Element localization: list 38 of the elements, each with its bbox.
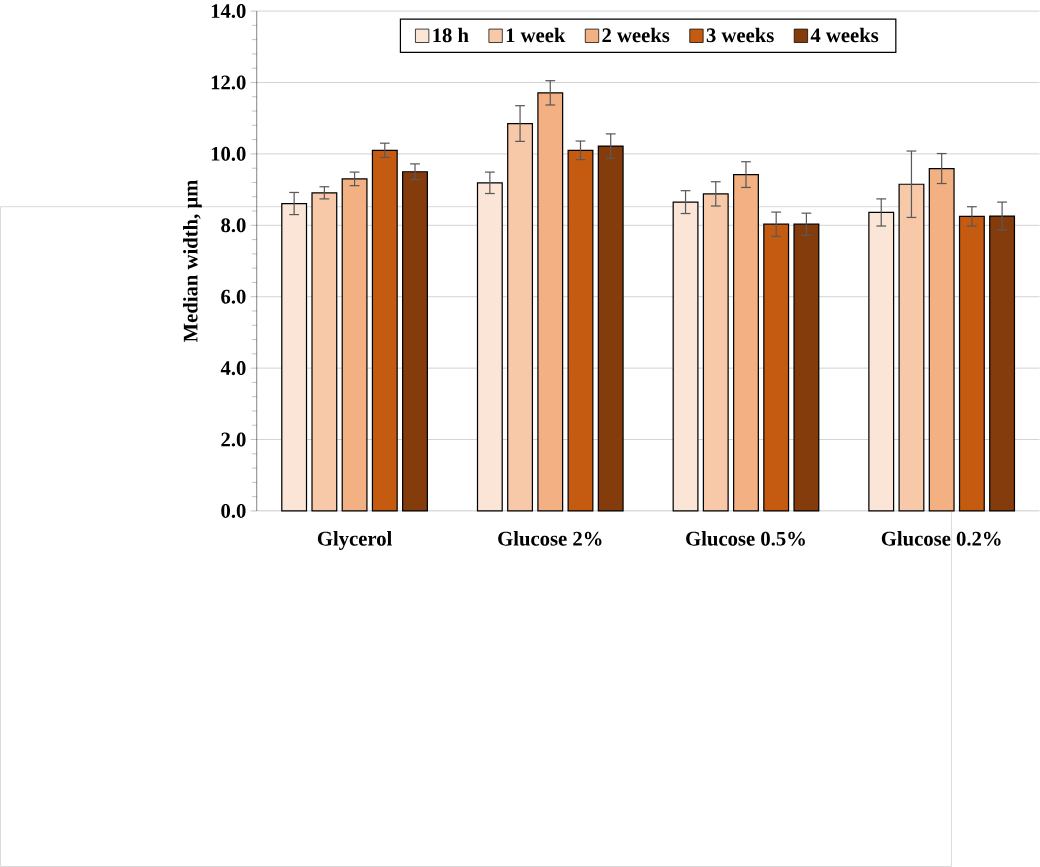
- bar: [702, 193, 729, 512]
- bar: [371, 149, 398, 512]
- bar: [311, 192, 338, 512]
- bar: [928, 167, 955, 512]
- y-tick-label: 2.0: [221, 432, 246, 447]
- bar: [763, 223, 790, 512]
- bar: [672, 201, 699, 512]
- bar: [597, 145, 624, 512]
- y-tick-label: 14.0: [211, 4, 246, 19]
- bar: [567, 149, 594, 512]
- x-tick-label: Glucose 2%: [498, 531, 602, 546]
- bar: [989, 215, 1016, 512]
- bar: [958, 215, 985, 512]
- x-tick-label: Glucose 0.5%: [686, 531, 805, 546]
- bar: [868, 211, 895, 512]
- x-tick-label: Glycerol: [317, 531, 392, 550]
- y-tick-label: 12.0: [211, 75, 246, 90]
- y-axis-title: Median width, μm: [183, 179, 202, 343]
- bar: [733, 173, 759, 512]
- bar: [537, 92, 564, 512]
- y-tick-label: 4.0: [220, 361, 246, 376]
- legend-label: 3 weeks: [706, 27, 774, 43]
- bar: [507, 122, 534, 512]
- legend-label: 2 weeks: [602, 27, 670, 43]
- legend-label: 4 weeks: [810, 27, 879, 43]
- bar: [793, 223, 820, 512]
- bar: [281, 202, 308, 512]
- legend-label: 1 week: [506, 27, 566, 43]
- bar: [341, 178, 368, 512]
- bar: [476, 182, 503, 512]
- y-tick-label: 8.0: [221, 218, 246, 233]
- bar: [402, 171, 428, 512]
- legend-label: 18 h: [433, 27, 469, 43]
- y-tick-label: 10.0: [211, 146, 246, 161]
- bar: [898, 183, 925, 512]
- y-tick-label: 6.0: [221, 289, 246, 304]
- x-tick-label: Glucose 0.2%: [881, 531, 1001, 546]
- y-tick-label: 0.0: [221, 503, 246, 518]
